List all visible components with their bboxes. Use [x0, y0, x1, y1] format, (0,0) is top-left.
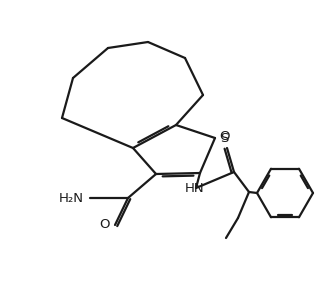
- Text: O: O: [99, 218, 110, 231]
- Text: S: S: [220, 131, 228, 144]
- Text: O: O: [220, 130, 230, 143]
- Text: H₂N: H₂N: [59, 191, 84, 204]
- Text: HN: HN: [185, 182, 205, 195]
